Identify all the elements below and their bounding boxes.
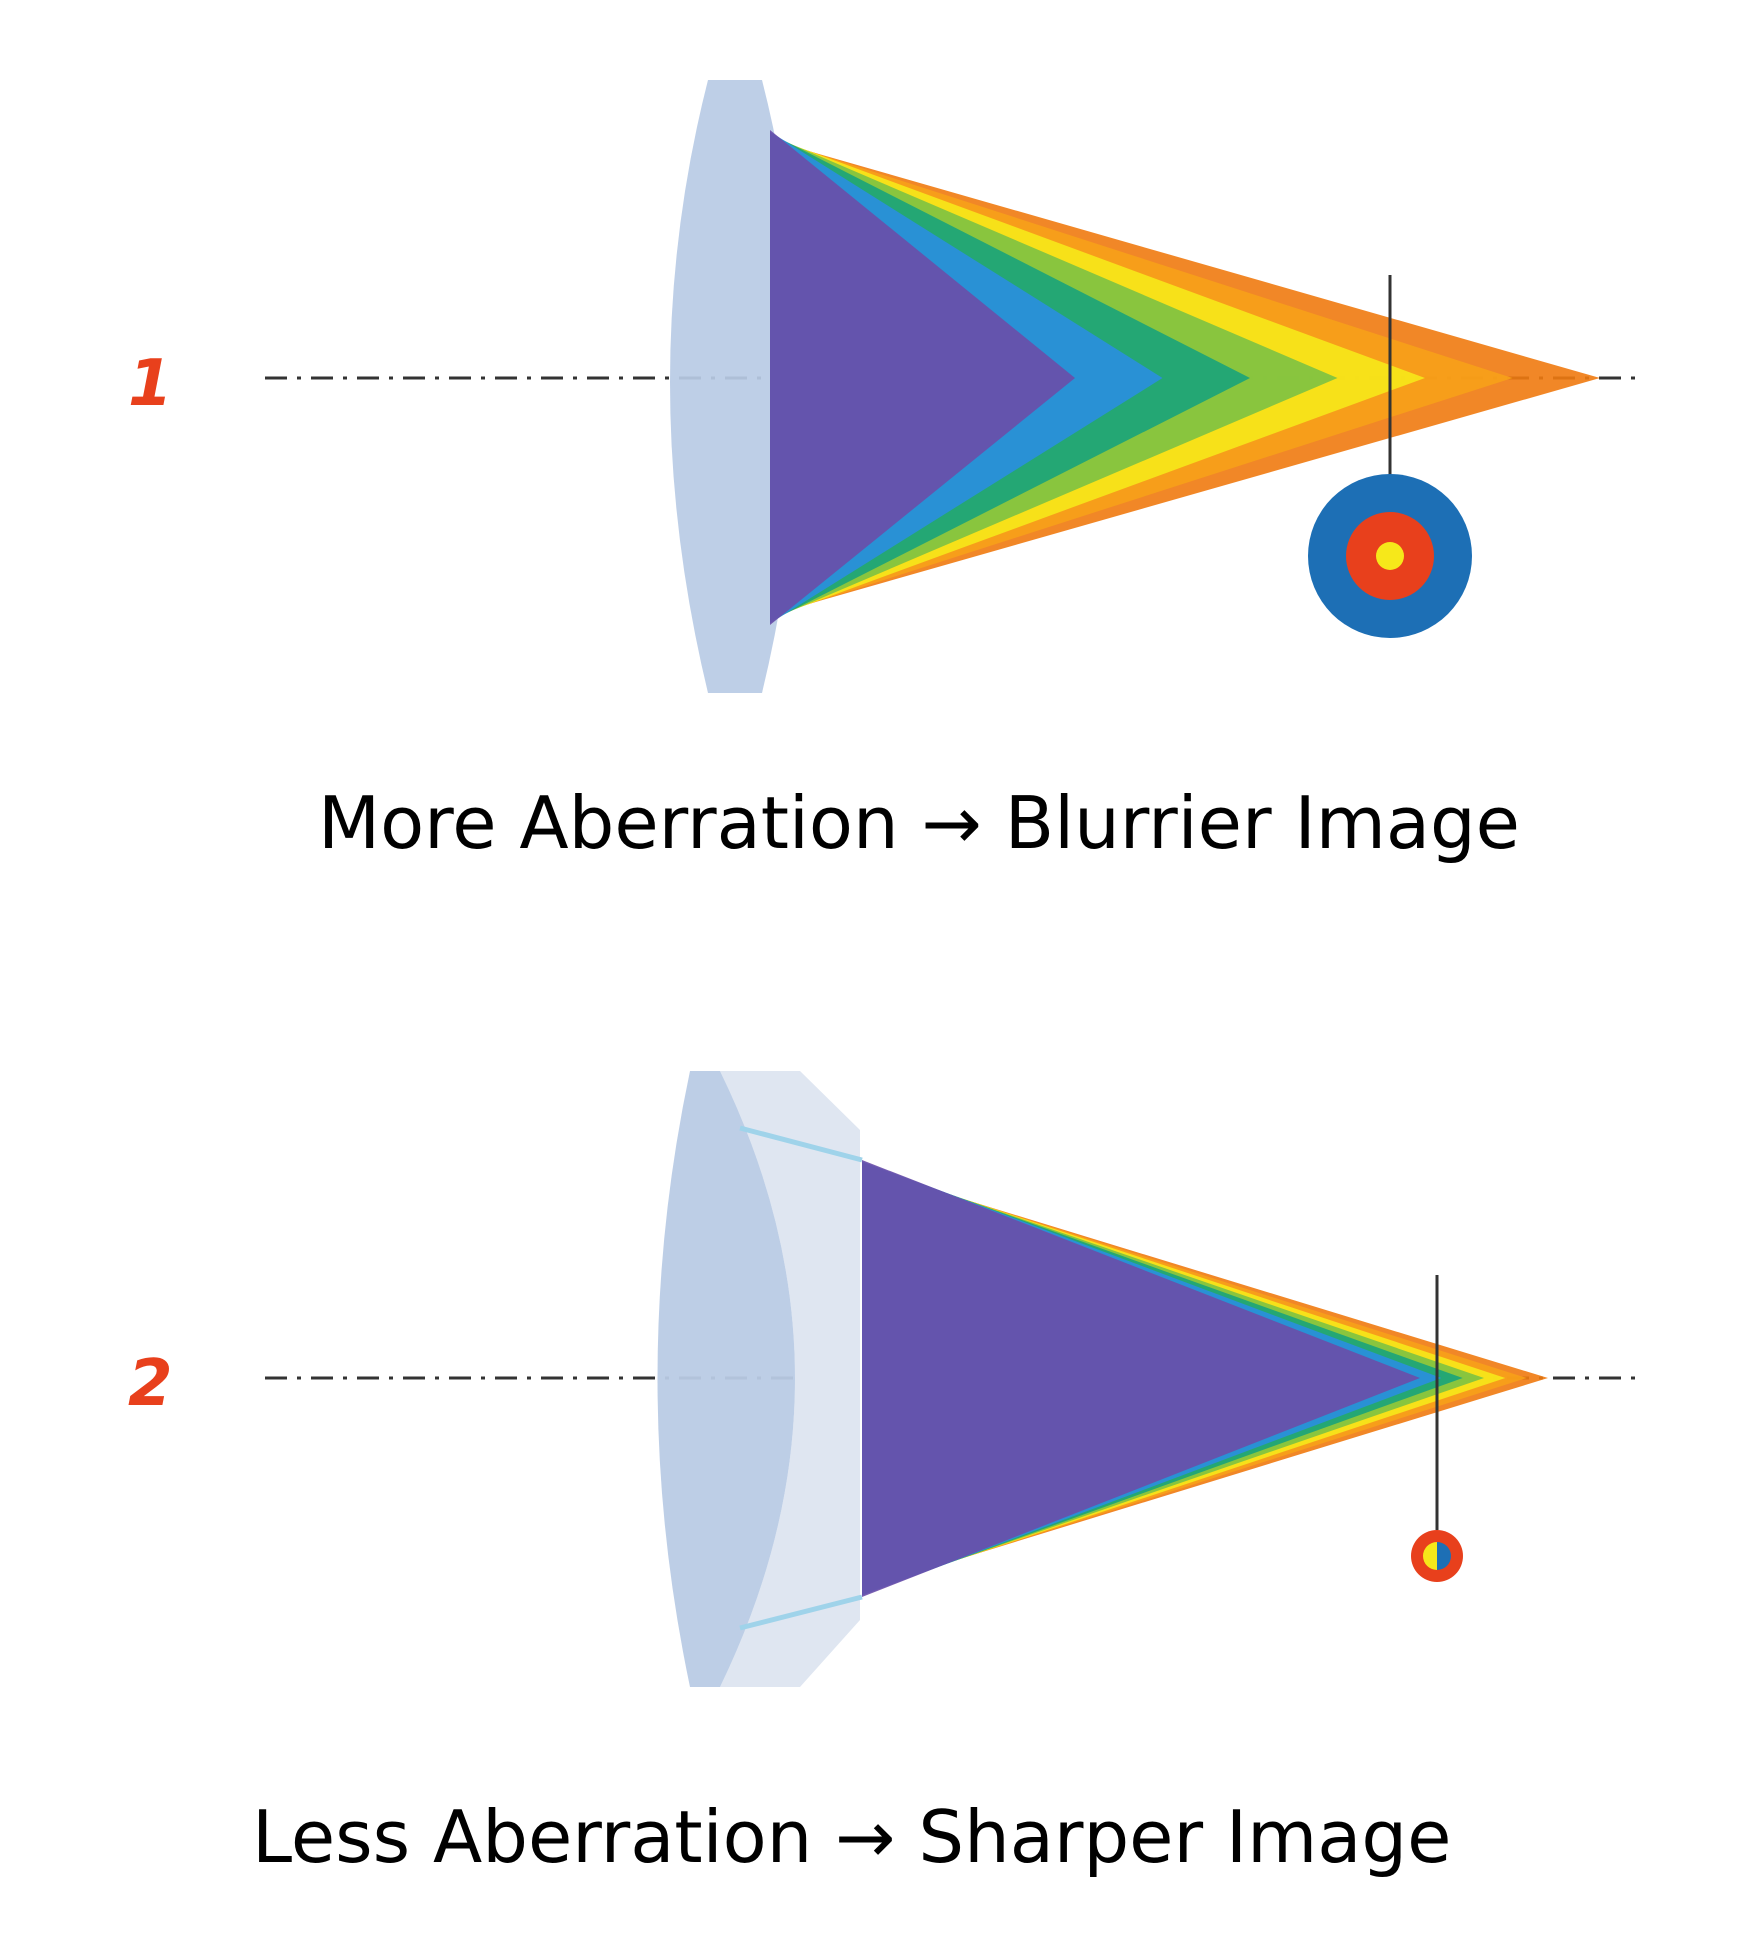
blur-circle-large bbox=[1308, 474, 1472, 638]
exit-ray-bottom-2 bbox=[739, 1594, 863, 1631]
dispersed-ray-fan-2 bbox=[862, 1152, 1548, 1605]
spectral-band bbox=[770, 120, 1075, 635]
dispersed-ray-fan-1 bbox=[770, 120, 1600, 635]
caption-less-aberration: Less Aberration → Sharper Image bbox=[252, 1795, 1451, 1879]
spectral-band bbox=[862, 1152, 1420, 1605]
diagram-number-1: 1 bbox=[128, 347, 173, 421]
diagram-number-2: 2 bbox=[128, 1347, 173, 1421]
diagram-1: 1 More Aberration → Blurrier Image bbox=[128, 80, 1640, 865]
caption-more-aberration: More Aberration → Blurrier Image bbox=[318, 781, 1520, 865]
diagram-2: 2 Less Aberration → Sharper Image bbox=[128, 1071, 1640, 1879]
exit-ray-top-2 bbox=[739, 1125, 863, 1163]
biconvex-lens-1 bbox=[670, 80, 800, 693]
convex-lens-element bbox=[657, 1071, 795, 1687]
blur-circle-small bbox=[1411, 1530, 1463, 1582]
flat-concave-lens-element bbox=[720, 1071, 860, 1687]
